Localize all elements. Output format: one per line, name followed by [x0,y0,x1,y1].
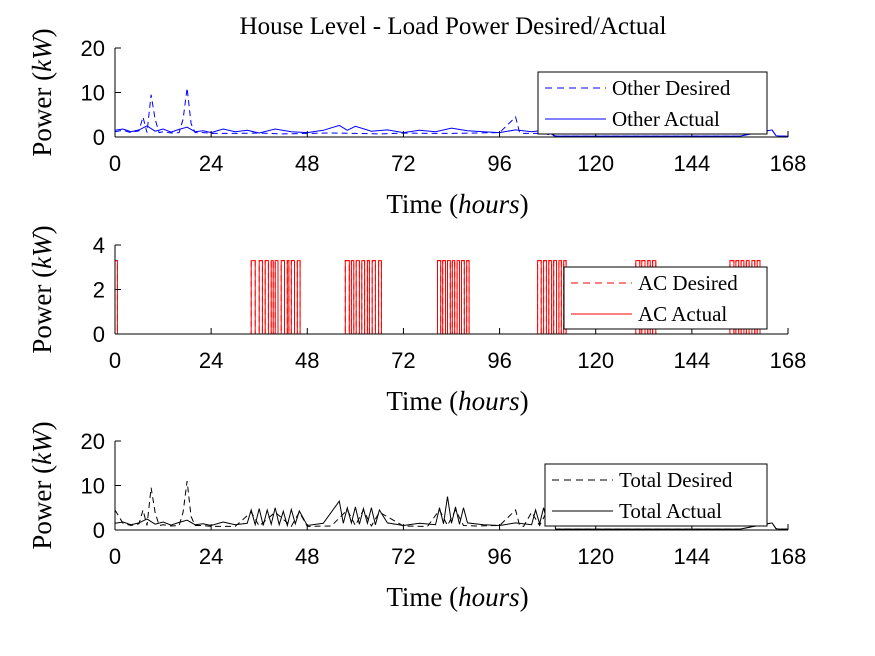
subplot-3: 0 24 48 72 96 120 144 168 0 10 20 Time (hours) Power… [27,421,806,612]
x-tick-label: 48 [295,544,319,569]
y-tick-label: 4 [93,233,105,258]
series-line-total-actual [114,496,788,530]
y-axis-label: Power (kW) [27,225,57,353]
x-tick-label: 24 [199,348,223,373]
legend-box [563,266,768,330]
x-tick-label: 72 [391,544,415,569]
legend-entry-label: Total Desired [619,468,733,492]
x-tick-label: 0 [109,151,121,176]
x-tick-label: 0 [109,348,121,373]
legend-entry-label: AC Actual [638,302,727,326]
subplot-1: 0 24 48 72 96 120 144 168 0 10 20 Time (hours) Power… [27,28,806,219]
legend: Other Desired Other Actual [537,71,768,135]
x-tick-label: 96 [487,151,511,176]
legend-box [537,71,768,135]
x-tick-label: 72 [391,348,415,373]
x-tick-label: 96 [487,544,511,569]
legend-entry-label: Total Actual [619,499,722,523]
x-axis-label: Time (hours) [386,189,528,219]
series-line-other-actual [114,124,788,137]
x-tick-label: 168 [770,544,807,569]
y-tick-label: 2 [93,278,105,303]
legend: Total Desired Total Actual [544,463,768,527]
legend-box [544,463,768,527]
x-tick-label: 72 [391,151,415,176]
x-tick-label: 120 [577,348,614,373]
y-axis-label: Power (kW) [27,421,57,549]
x-tick-label: 120 [577,544,614,569]
series-line-other-desired [114,87,788,137]
x-tick-label: 144 [673,348,710,373]
x-axis-label: Time (hours) [386,386,528,416]
legend-entry-label: Other Actual [612,107,720,131]
x-tick-label: 48 [295,348,319,373]
legend: AC Desired AC Actual [563,266,768,330]
y-tick-label: 0 [93,125,105,150]
y-tick-label: 20 [81,429,105,454]
legend-entry-label: Other Desired [612,76,731,100]
x-axis-label: Time (hours) [386,582,528,612]
x-tick-label: 168 [770,348,807,373]
y-tick-label: 10 [81,81,105,106]
x-tick-label: 120 [577,151,614,176]
x-tick-label: 24 [199,544,223,569]
y-axis-label: Power (kW) [27,28,57,156]
chart-title: House Level - Load Power Desired/Actual [240,13,667,40]
x-tick-label: 96 [487,348,511,373]
x-tick-label: 144 [673,151,710,176]
legend-entry-label: AC Desired [638,271,738,295]
y-tick-label: 0 [93,518,105,543]
x-tick-label: 144 [673,544,710,569]
y-tick-label: 10 [81,474,105,499]
x-tick-label: 48 [295,151,319,176]
y-tick-label: 20 [81,36,105,61]
x-tick-label: 168 [770,151,807,176]
x-tick-label: 24 [199,151,223,176]
y-tick-label: 0 [93,322,105,347]
x-tick-label: 0 [109,544,121,569]
